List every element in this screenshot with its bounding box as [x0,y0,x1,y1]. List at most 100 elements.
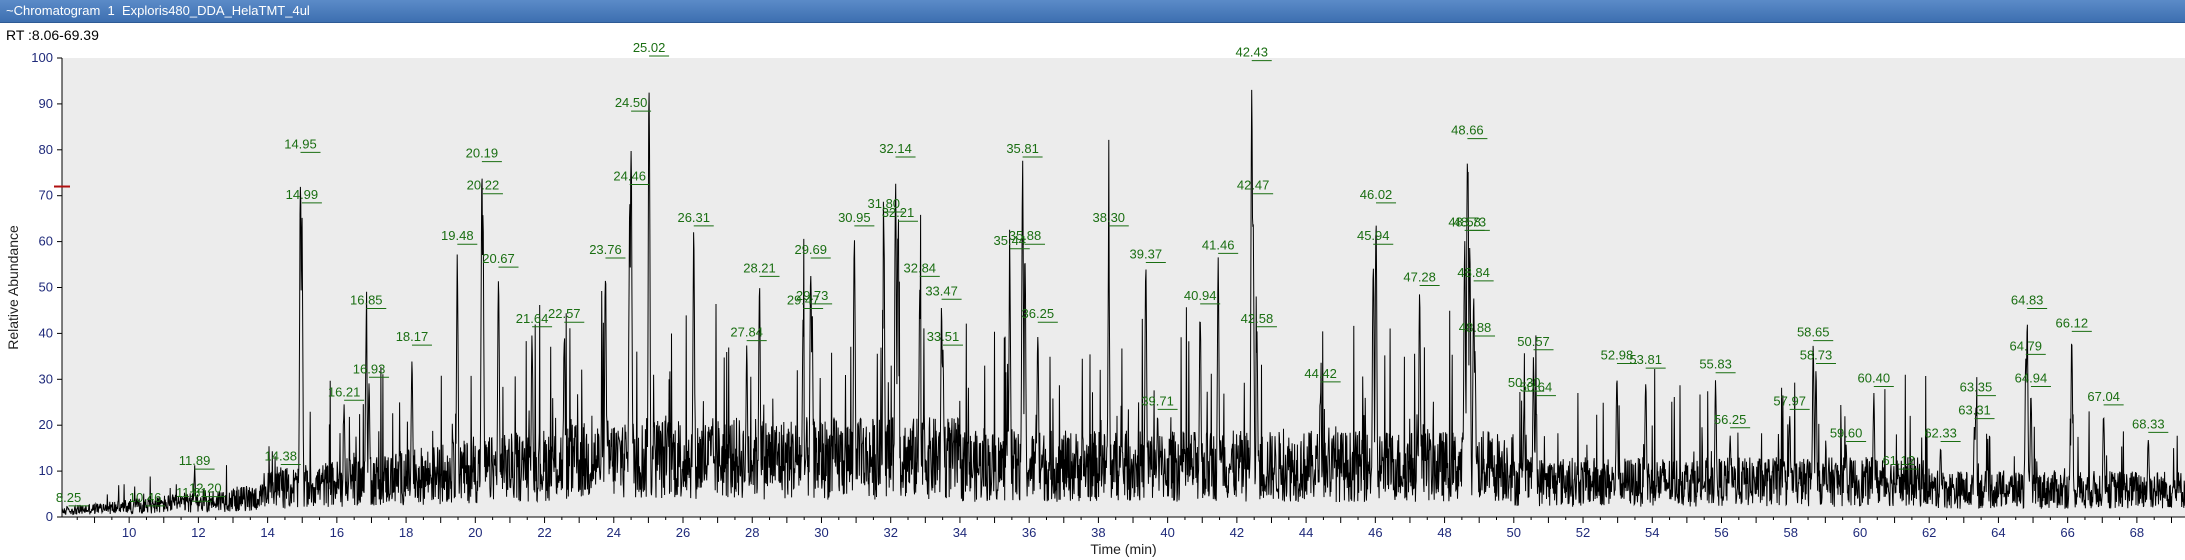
window-title: ~Chromatogram 1 Exploris480_DDA_HelaTMT_… [6,3,310,18]
peak-label: 29.47 [787,292,820,307]
peak-label: 58.65 [1797,325,1830,340]
x-tick-label: 32 [883,525,897,540]
y-tick-label: 40 [39,325,53,340]
chromatogram-trace [61,89,2185,516]
peak-label: 57.97 [1773,393,1806,408]
peak-label: 32.84 [904,260,937,275]
peak-label: 26.31 [677,210,710,225]
x-tick-label: 52 [1576,525,1590,540]
peak-label: 27.84 [730,325,763,340]
x-tick-label: 60 [1853,525,1867,540]
peak-label: 64.83 [2011,292,2044,307]
y-tick-label: 50 [39,280,53,295]
peak-label: 64.79 [2009,338,2042,353]
peak-label: 11.81 [176,485,208,500]
peak-label: 18.17 [396,329,429,344]
peak-label: 30.95 [838,210,871,225]
peak-label: 24.46 [613,169,646,184]
x-tick-label: 14 [260,525,274,540]
x-tick-label: 48 [1437,525,1451,540]
peak-label: 33.47 [925,283,958,298]
peak-label: 20.67 [482,251,515,266]
peak-label: 10.46 [129,490,162,505]
peak-label: 19.48 [441,228,474,243]
peak-label: 33.51 [927,329,960,344]
x-axis-label: Time (min) [1090,541,1156,557]
peak-label: 11.89 [179,453,211,468]
peak-label: 46.02 [1360,187,1393,202]
peak-label: 50.57 [1517,334,1550,349]
peak-label: 63.31 [1958,403,1991,418]
y-tick-label: 90 [39,96,53,111]
peak-label: 66.12 [2056,315,2089,330]
peak-label: 23.76 [589,242,622,257]
x-tick-label: 12 [191,525,205,540]
peak-label: 48.58 [1448,214,1481,229]
peak-label: 14.38 [264,449,297,464]
peak-label: 59.60 [1830,426,1863,441]
peak-label: 32.21 [882,205,915,220]
peak-label: 16.93 [353,361,386,376]
peak-label: 39.71 [1141,393,1174,408]
peak-label: 32.14 [879,141,912,156]
y-tick-label: 70 [39,188,53,203]
x-tick-label: 44 [1299,525,1313,540]
peak-label: 12.20 [189,481,222,496]
peak-label: 44.42 [1304,366,1337,381]
y-tick-label: 10 [39,463,53,478]
peak-label: 35.44 [994,233,1027,248]
peak-label: 68.33 [2132,416,2165,431]
y-tick-label: 100 [31,50,53,65]
peak-label: 28.21 [743,260,776,275]
x-tick-label: 50 [1507,525,1521,540]
peak-label: 45.94 [1357,228,1390,243]
peak-label: 29.69 [794,242,827,257]
x-tick-label: 20 [468,525,482,540]
peak-label: 48.88 [1459,320,1492,335]
peak-label: 42.43 [1235,45,1268,60]
peak-label: 31.80 [868,196,901,211]
peak-label: 42.47 [1237,178,1270,193]
peak-label: 64.94 [2015,370,2048,385]
x-tick-label: 62 [1922,525,1936,540]
x-tick-label: 28 [745,525,759,540]
peak-label: 36.25 [1022,306,1055,321]
peak-label: 62.33 [1924,426,1957,441]
peak-label: 20.19 [466,146,499,161]
x-tick-label: 66 [2060,525,2074,540]
peak-label: 20.22 [467,178,500,193]
x-tick-label: 68 [2130,525,2144,540]
x-tick-label: 18 [399,525,413,540]
peak-label: 58.73 [1800,348,1833,363]
peak-label: 14.95 [284,136,317,151]
peak-label: 22.57 [548,306,581,321]
window-titlebar: ~Chromatogram 1 Exploris480_DDA_HelaTMT_… [0,0,2185,23]
x-tick-label: 36 [1022,525,1036,540]
x-tick-label: 22 [537,525,551,540]
x-tick-label: 54 [1645,525,1659,540]
peak-label: 63.35 [1960,380,1993,395]
peak-label: 40.94 [1184,288,1217,303]
peak-label: 16.21 [328,384,361,399]
peak-label: 48.84 [1457,265,1490,280]
peak-label: 50.64 [1520,380,1553,395]
x-tick-label: 56 [1714,525,1728,540]
y-tick-label: 60 [39,234,53,249]
peak-label: 24.50 [615,95,648,110]
chromatogram-chart[interactable]: 10 12 14 16 18 20 22 24 26 28 30 32 34 36 38 40 42 44 46 48… [0,40,2185,560]
x-tick-label: 30 [814,525,828,540]
peak-label: 61.12 [1882,453,1915,468]
x-tick-label: 42 [1230,525,1244,540]
x-tick-label: 58 [1783,525,1797,540]
peak-label: 53.81 [1629,352,1662,367]
peak-label: 56.25 [1714,412,1747,427]
peak-label: 14.99 [286,187,319,202]
plot-area [62,58,2185,517]
y-tick-label: 0 [46,509,53,524]
peak-label: 16.85 [350,292,383,307]
peak-label: 39.37 [1130,247,1163,262]
y-tick-label: 80 [39,142,53,157]
peak-label: 8.25 [56,490,81,505]
x-tick-label: 24 [607,525,621,540]
peak-label: 42.58 [1241,311,1274,326]
